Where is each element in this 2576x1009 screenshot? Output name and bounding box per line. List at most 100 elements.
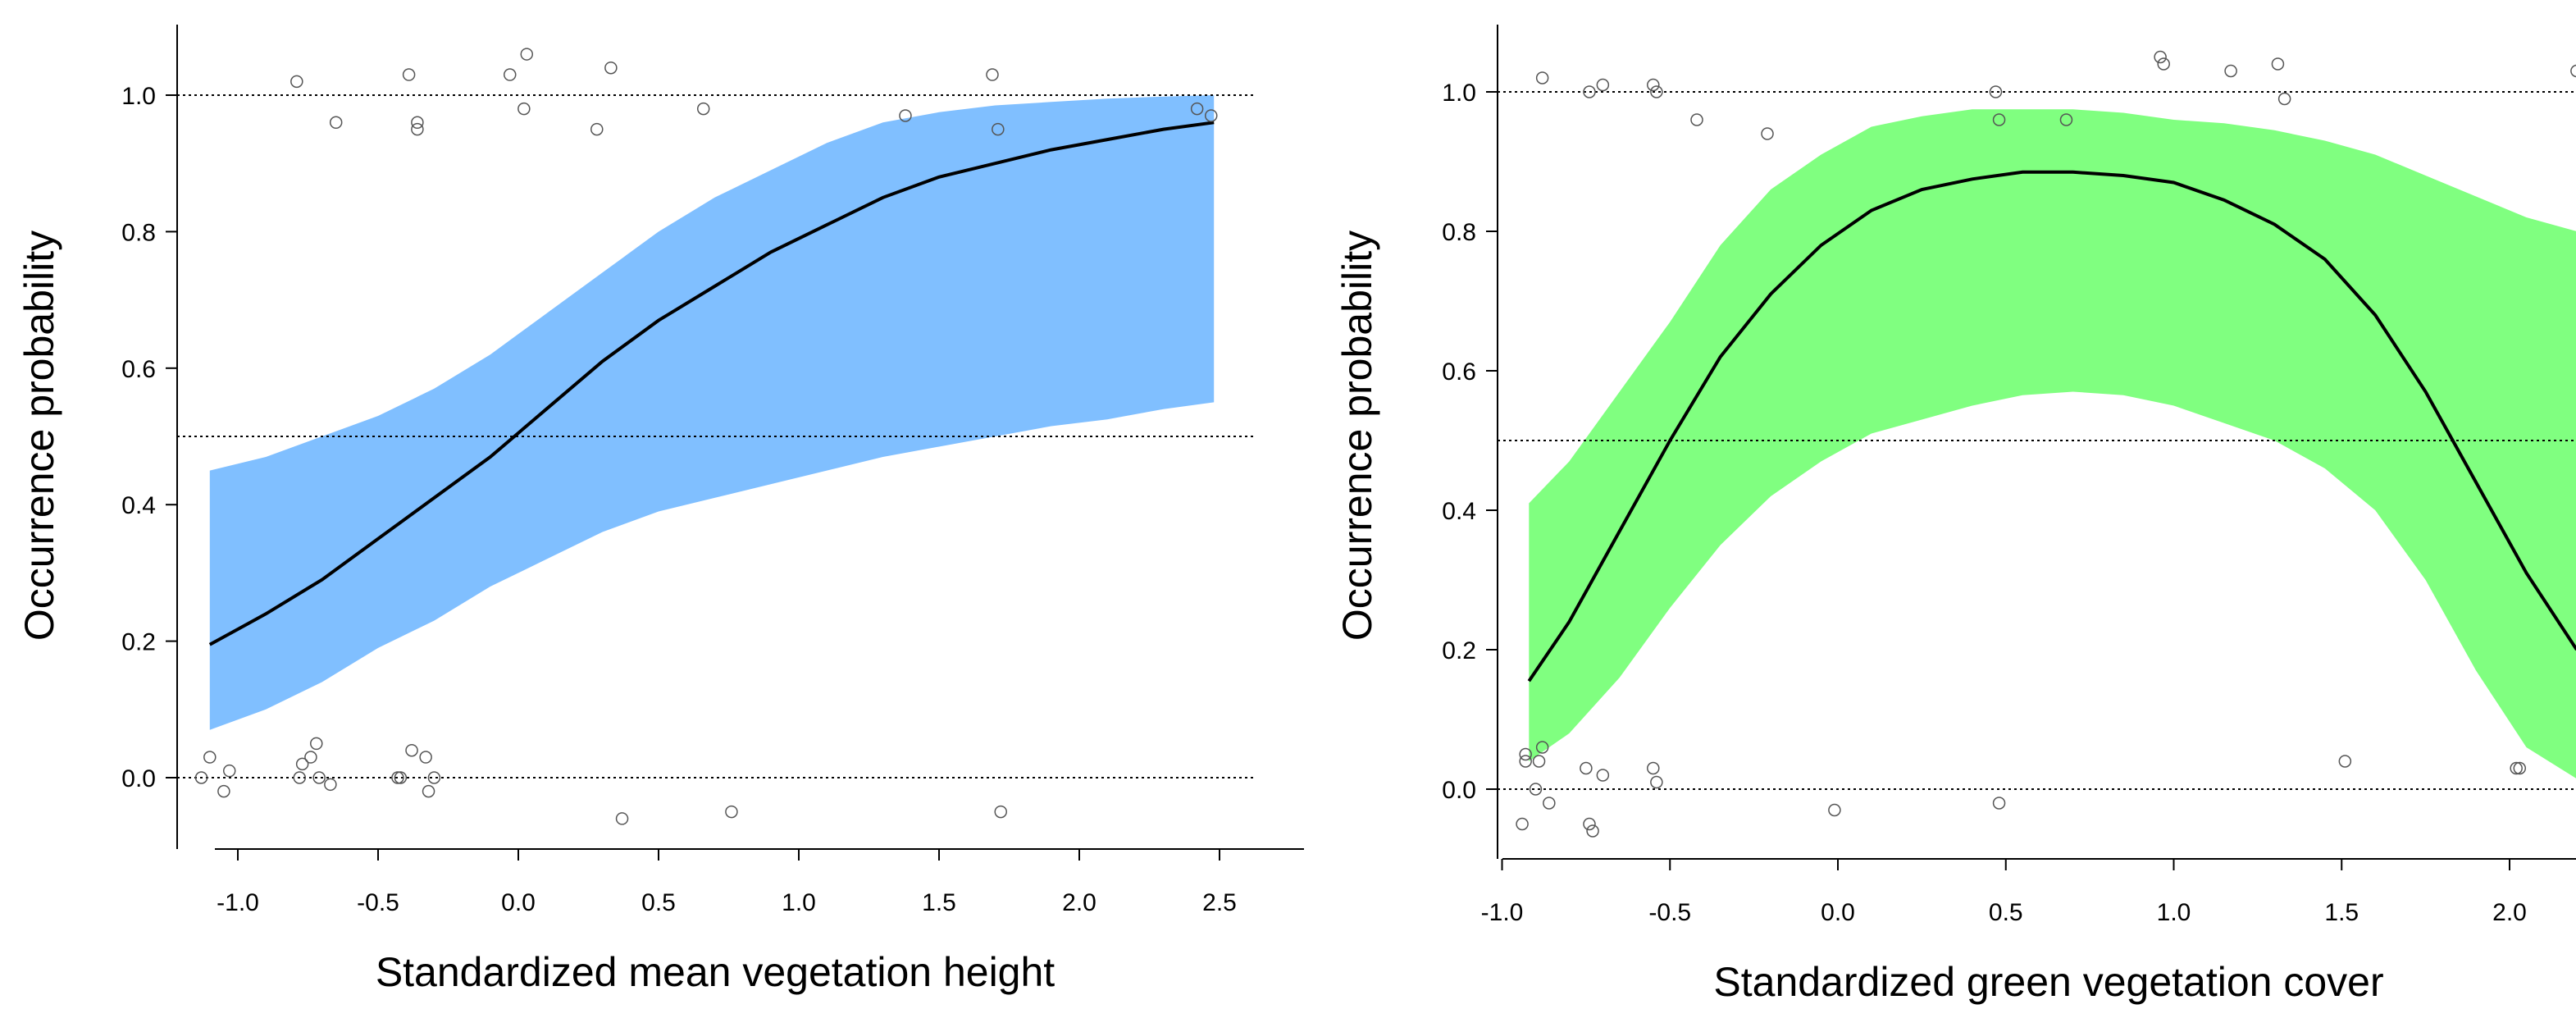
data-point (517, 102, 531, 116)
data-point (1650, 85, 1663, 98)
data-point (2570, 64, 2576, 78)
x-tick-label: 1.5 (2324, 899, 2359, 926)
data-point (295, 757, 309, 771)
y-tick-label: 0.4 (1442, 498, 1476, 525)
panel-vegetation-height: Occurrence probability Standardized mean… (16, 25, 1304, 995)
data-point (310, 737, 323, 751)
data-point (1532, 755, 1546, 768)
y-tick-label: 0.8 (121, 219, 156, 246)
data-point (419, 751, 432, 764)
data-point (222, 764, 236, 778)
panel2-y-axis-title: Occurrence probability (1334, 231, 1380, 641)
data-point (427, 771, 441, 784)
data-point (1529, 783, 1543, 796)
y-tick-label: 1.0 (121, 83, 156, 110)
panel2-x-axis-title: Standardized green vegetation cover (1713, 959, 2383, 1005)
x-tick-label: -1.0 (217, 889, 259, 916)
data-point (1647, 78, 1660, 92)
x-tick-label: 0.0 (1821, 899, 1855, 926)
data-point (290, 75, 303, 89)
data-point (503, 68, 517, 81)
data-point (1690, 113, 1703, 126)
data-point (1596, 78, 1610, 92)
data-point (1583, 817, 1596, 831)
y-tick-label: 0.0 (121, 765, 156, 792)
y-tick-label: 0.6 (121, 356, 156, 383)
data-point (696, 102, 710, 116)
panel1-x-ticks: -1.0 -0.5 0.0 0.5 1.0 1.5 2.0 2.5 (217, 849, 1237, 916)
data-point (2157, 57, 2170, 71)
data-point (1519, 747, 1532, 761)
data-point (2224, 64, 2237, 78)
data-point (329, 116, 343, 130)
data-point (1519, 755, 1532, 768)
data-point (520, 48, 534, 61)
data-point (899, 109, 912, 122)
data-point (1992, 113, 2006, 126)
data-point (312, 771, 326, 784)
data-point (324, 778, 337, 792)
data-point (1580, 761, 1593, 775)
data-point (2277, 92, 2291, 106)
data-point (1761, 127, 1774, 140)
x-tick-label: 2.0 (2492, 899, 2527, 926)
data-point (986, 68, 999, 81)
data-point (615, 812, 629, 825)
data-point (992, 122, 1005, 136)
y-tick-label: 0.2 (121, 629, 156, 656)
data-point (304, 751, 317, 764)
data-point (405, 743, 418, 757)
data-point (194, 771, 208, 784)
x-tick-label: 2.5 (1202, 889, 1237, 916)
x-tick-label: -0.5 (1648, 899, 1691, 926)
panel1-x-axis-title: Standardized mean vegetation height (376, 949, 1055, 995)
x-tick-label: 1.0 (2157, 899, 2191, 926)
data-point (1543, 797, 1556, 810)
data-point (422, 784, 435, 798)
x-tick-label: 2.0 (1062, 889, 1097, 916)
panel2-plot-area (1497, 25, 2576, 860)
data-point (1828, 803, 1841, 817)
data-point (725, 805, 738, 819)
data-point (394, 771, 408, 784)
data-point (1204, 109, 1218, 122)
data-point (2059, 113, 2073, 126)
data-point (994, 805, 1007, 819)
data-point (1647, 761, 1660, 775)
data-point (203, 751, 217, 764)
data-point (2271, 57, 2285, 71)
data-point (411, 116, 424, 130)
y-tick-label: 0.0 (1442, 777, 1476, 804)
data-point (2154, 50, 2167, 64)
panel1-y-ticks: 0.0 0.2 0.4 0.6 0.8 1.0 (121, 83, 177, 792)
data-point (1586, 824, 1599, 838)
confidence-band (209, 95, 1215, 730)
fitted-line (1527, 170, 2576, 683)
data-point (2510, 761, 2523, 775)
y-tick-label: 0.6 (1442, 358, 1476, 386)
y-tick-label: 0.8 (1442, 219, 1476, 246)
data-point (1516, 817, 1529, 831)
data-point (293, 771, 306, 784)
y-tick-label: 0.4 (121, 492, 156, 519)
x-tick-label: 0.0 (501, 889, 536, 916)
data-point (1583, 85, 1596, 98)
data-point (1535, 741, 1549, 754)
data-point (402, 68, 416, 81)
panel2-x-ticks: -1.0 -0.5 0.0 0.5 1.0 1.5 2.0 (1481, 859, 2527, 926)
y-tick-label: 0.2 (1442, 637, 1476, 664)
x-tick-label: -0.5 (357, 889, 399, 916)
panel1-y-axis-title: Occurrence probability (16, 231, 62, 641)
data-point (604, 61, 618, 75)
data-point (590, 122, 604, 136)
x-tick-label: -1.0 (1481, 899, 1524, 926)
data-point (1992, 797, 2006, 810)
x-tick-label: 0.5 (1989, 899, 2023, 926)
data-point (1535, 71, 1549, 84)
data-point (217, 784, 230, 798)
data-point (1989, 85, 2003, 98)
panel1-plot-area (176, 25, 1304, 850)
x-tick-label: 1.5 (922, 889, 956, 916)
panel2-y-ticks: 0.0 0.2 0.4 0.6 0.8 1.0 (1442, 80, 1498, 804)
